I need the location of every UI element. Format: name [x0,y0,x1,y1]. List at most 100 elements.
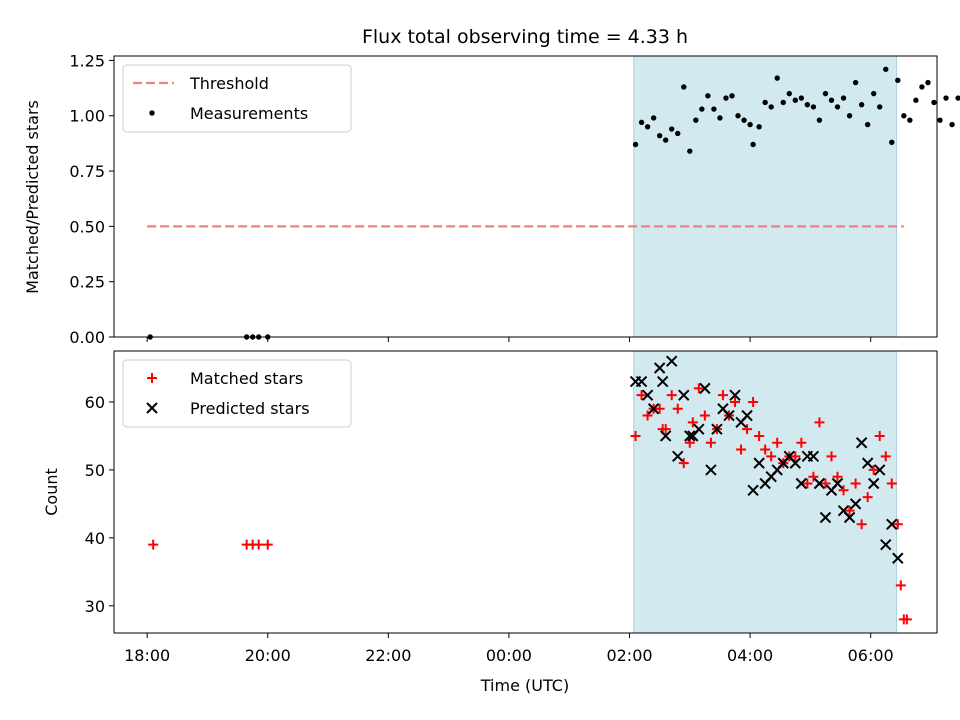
predicted-star-point [641,389,654,401]
predicted-star-point [666,355,678,367]
measurement-point [877,104,883,110]
predicted-star-point [684,430,696,442]
measurement-point [780,99,786,106]
measurement-point [901,113,907,119]
matched-star-point [814,417,825,428]
legend-swatch-measurement [149,110,155,116]
matched-star-point [880,451,891,462]
measurement-point [883,66,889,72]
matched-star-point [856,519,867,530]
matched-star-point [148,539,159,550]
measurement-point [723,95,729,101]
matched-star-point [832,471,843,482]
measurement-point [840,95,847,101]
predicted-star-point [659,430,672,442]
matched-star-point [666,390,677,401]
matched-star-point [868,464,879,475]
measurement-point [792,97,799,103]
legend-label: Measurements [190,104,308,123]
matched-star-point [660,424,671,435]
predicted-star-point [693,423,705,435]
x-tick-label: 04:00 [727,646,773,665]
measurement-point [895,77,901,84]
measurement-point [729,93,735,99]
predicted-star-point [807,450,820,463]
measurement-point [681,84,687,90]
measurement-point [638,119,645,126]
y-tick-label: 50 [85,461,105,480]
matched-star-point [862,492,873,503]
measurement-point [864,121,871,128]
matched-star-point [654,403,665,414]
measurement-point [750,141,756,148]
measurement-point [804,101,811,108]
measurement-point [955,95,960,101]
measurement-point [852,79,859,86]
measurement-point [949,121,955,128]
measurement-point [828,97,835,103]
predicted-star-point [699,382,711,395]
matched-star-point [642,410,653,421]
measurement-point [650,115,657,121]
predicted-star-point [656,375,669,388]
matched-star-point [748,396,759,407]
predicted-star-point [861,457,874,469]
predicted-star-point [647,403,660,415]
matched-star-point [796,437,807,448]
y-tick-label: 0.25 [69,273,105,292]
x-tick-label: 20:00 [245,646,291,665]
predicted-star-point [653,362,666,374]
measurement-point [943,95,949,101]
measurement-point [913,97,919,103]
x-tick-label: 06:00 [848,646,894,665]
measurement-point [858,101,865,108]
predicted-star-point [843,511,856,524]
matched-star-point [790,451,801,462]
y-tick-label: 0.75 [69,162,105,181]
measurement-point [762,99,768,106]
matched-star-point [886,478,897,489]
measurement-point [687,148,693,154]
measurement-point [747,121,753,128]
measurement-point [919,84,925,90]
matched-star-point [838,485,849,496]
legend-swatch-matched [147,373,157,383]
measurement-point [662,137,669,143]
matched-star-point [844,505,855,516]
matched-star-point [826,451,837,462]
matched-star-point [772,437,783,448]
matched-star-point [892,519,903,530]
matched-star-point [636,390,647,401]
measurement-point [699,106,705,112]
predicted-star-point [678,389,690,401]
predicted-star-point [711,423,723,435]
predicted-star-point [729,389,741,401]
measurement-point [644,124,651,130]
y-tick-label: 40 [85,529,105,548]
measurement-point [798,95,805,101]
legend-label: Matched stars [190,369,303,388]
predicted-star-point [753,457,765,469]
x-tick-label: 02:00 [606,646,652,665]
y-tick-label: 0.00 [69,328,105,347]
legend-label: Predicted stars [190,399,310,418]
measurement-point [756,124,762,130]
measurement-point [741,117,747,123]
measurement-point [907,117,913,123]
predicted-star-point [672,450,684,463]
matched-star-point [699,410,710,421]
predicted-star-point [886,518,898,530]
top-y-axis-label: Matched/Predicted stars [23,100,42,294]
matched-star-point [678,458,689,469]
plot-frame [113,55,938,338]
predicted-star-point [880,538,892,551]
matched-star-point [730,396,741,407]
matched-star-point [742,424,753,435]
measurement-point [931,99,937,106]
matched-star-point [850,478,861,489]
predicted-star-point [892,552,904,564]
y-tick-label: 60 [85,393,105,412]
matched-star-point [672,403,683,414]
measurement-point [925,79,931,86]
matched-star-point [766,451,777,462]
